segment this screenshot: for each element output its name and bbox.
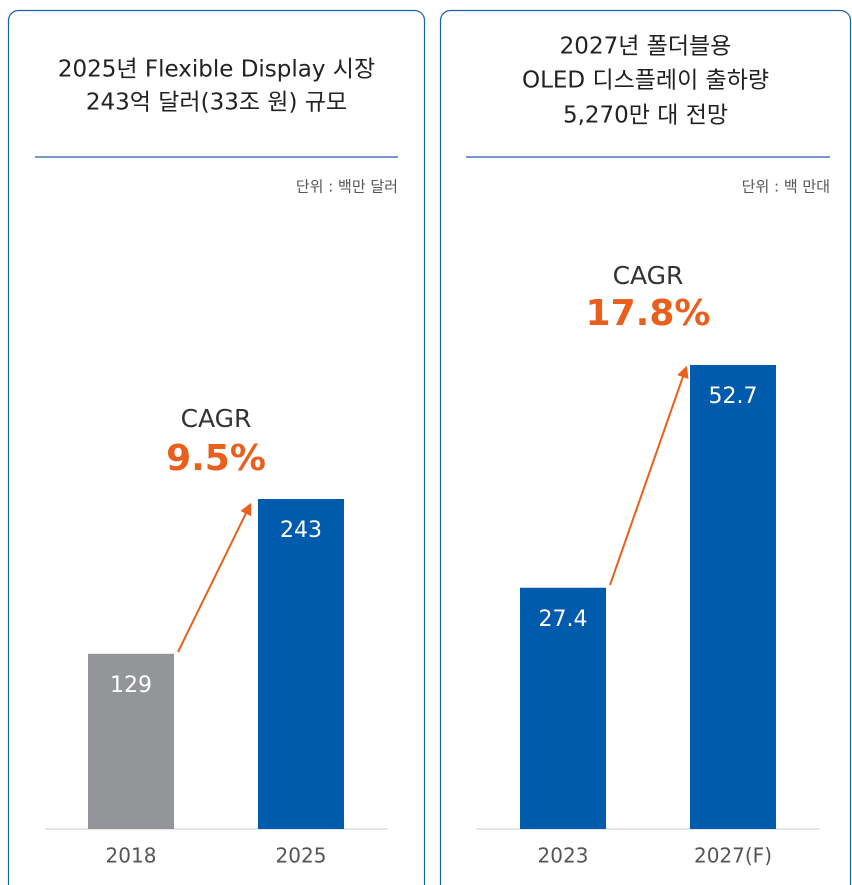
bar (258, 499, 344, 829)
unit-label: 단위 : 백 만대 (742, 178, 830, 196)
unit-label: 단위 : 백만 달러 (296, 178, 398, 196)
cagr-value: 17.8% (586, 293, 711, 334)
value-label: 129 (110, 673, 152, 698)
panel-title: OLED 디스플레이 출하량 (522, 68, 769, 94)
category-label: 2018 (106, 844, 157, 868)
bar (88, 653, 174, 829)
panel (7, 9, 426, 885)
panel-title: 2025년 Flexible Display 시장 (58, 57, 375, 83)
panel-title: 243억 달러(33조 원) 규모 (86, 90, 347, 116)
panel-title: 5,270만 대 전망 (563, 103, 728, 129)
category-label: 2023 (538, 844, 589, 868)
bar (690, 365, 776, 829)
bar (520, 587, 606, 829)
cagr-arrow (609, 365, 689, 586)
cagr-label: CAGR (181, 404, 252, 433)
cagr-arrow (177, 502, 252, 653)
category-label: 2025 (276, 844, 327, 868)
value-label: 243 (280, 518, 322, 543)
panel (439, 9, 852, 885)
value-label: 52.7 (709, 384, 758, 409)
cagr-value: 9.5% (166, 438, 266, 479)
cagr-label: CAGR (613, 261, 684, 290)
category-label: 2027(F) (694, 844, 772, 868)
value-label: 27.4 (539, 607, 588, 632)
panel-title: 2027년 폴더블용 (560, 34, 732, 60)
